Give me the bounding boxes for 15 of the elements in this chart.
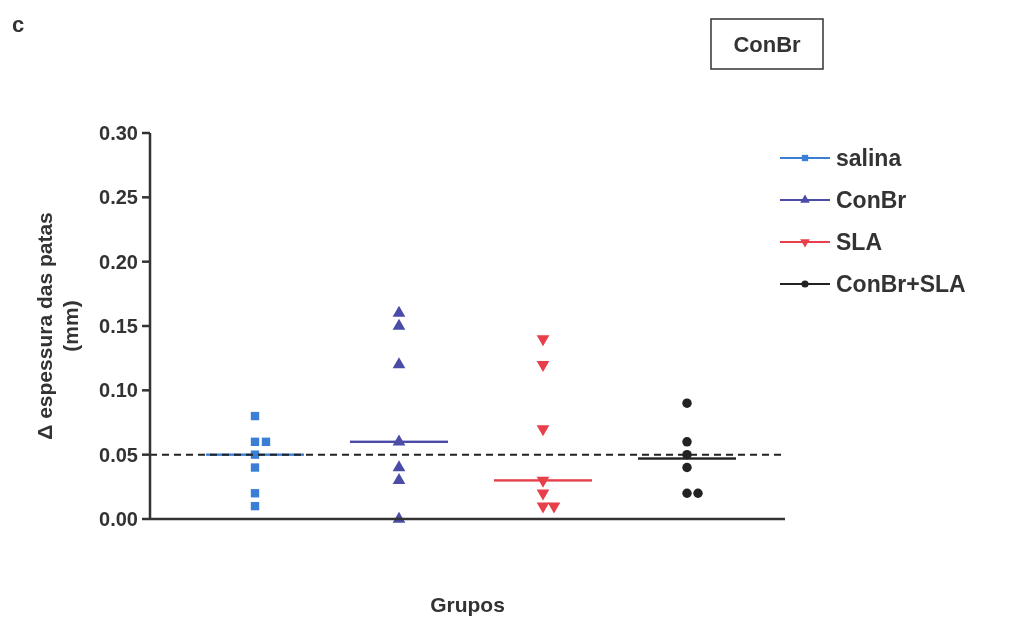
y-tick-label: 0.30 bbox=[99, 122, 138, 144]
y-tick-label: 0.00 bbox=[99, 508, 138, 530]
legend-label: salina bbox=[836, 145, 902, 172]
y-axis-title: Δ espessura das patas (mm) bbox=[33, 212, 82, 440]
text: c bbox=[12, 12, 25, 37]
chart-title: ConBr bbox=[733, 32, 802, 57]
x-axis-title: Grupos bbox=[430, 593, 505, 616]
y-tick-label: 0.25 bbox=[99, 186, 138, 209]
legend-label: ConBr bbox=[836, 187, 907, 214]
y-tick-label: 0.20 bbox=[99, 250, 138, 273]
y-tick-label: 0.10 bbox=[99, 379, 138, 402]
legend-label: SLA bbox=[836, 229, 882, 256]
legend-label: ConBr+SLA bbox=[836, 271, 966, 298]
y-tick-label: 0.15 bbox=[99, 315, 138, 337]
y-tick-label: 0.05 bbox=[99, 443, 138, 466]
